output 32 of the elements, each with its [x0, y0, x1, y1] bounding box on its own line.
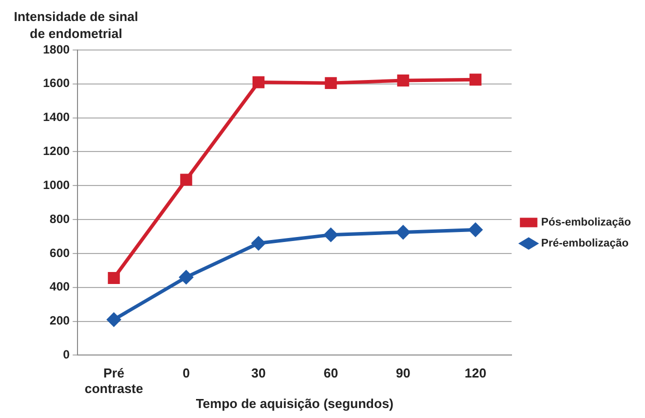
x-tick-label: Pré contraste: [84, 366, 144, 396]
point: [180, 174, 192, 186]
legend-label: Pré-embolização: [541, 238, 629, 250]
y-tick-label: 800: [50, 212, 70, 226]
point: [468, 222, 482, 236]
point: [469, 74, 482, 86]
y-tick-label: 600: [50, 246, 70, 260]
y-tick-label: 1600: [42, 76, 70, 90]
point: [108, 272, 120, 284]
point: [324, 77, 337, 90]
x-tick-label: 60: [324, 366, 338, 381]
y-tick-label: 1800: [42, 42, 70, 56]
y-tick-label: 1000: [42, 178, 70, 192]
point: [179, 270, 193, 284]
point: [324, 228, 338, 242]
y-tick-label: 200: [50, 314, 70, 328]
y-tick-label: 1400: [42, 110, 70, 124]
y-tick-label: 400: [50, 280, 70, 294]
x-tick-label: 90: [396, 366, 410, 381]
y-tick-label: 0: [63, 348, 70, 362]
x-axis-title: Tempo de aquisição (segundos): [196, 396, 394, 411]
x-tick-label: 120: [464, 366, 486, 381]
y-axis-title: Intensidade de sinal de endometrial: [12, 8, 140, 42]
point: [252, 76, 264, 88]
y-tick-label: 1200: [42, 144, 70, 158]
point: [396, 226, 410, 240]
point: [107, 312, 121, 326]
x-tick-label: 30: [251, 366, 266, 381]
x-tick-label: 0: [182, 366, 190, 381]
point: [252, 236, 266, 250]
legend-label: Pós-embolização: [541, 216, 632, 229]
point: [397, 74, 410, 87]
